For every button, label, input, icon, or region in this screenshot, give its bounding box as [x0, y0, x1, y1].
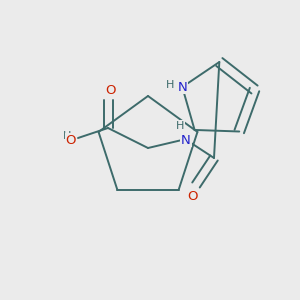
Text: O: O: [65, 134, 76, 146]
Text: O: O: [106, 83, 116, 97]
Text: H: H: [166, 80, 175, 90]
Text: H: H: [63, 131, 71, 141]
Text: O: O: [188, 190, 198, 202]
Text: N: N: [181, 134, 191, 146]
Text: H: H: [176, 121, 184, 131]
Text: N: N: [177, 80, 187, 94]
